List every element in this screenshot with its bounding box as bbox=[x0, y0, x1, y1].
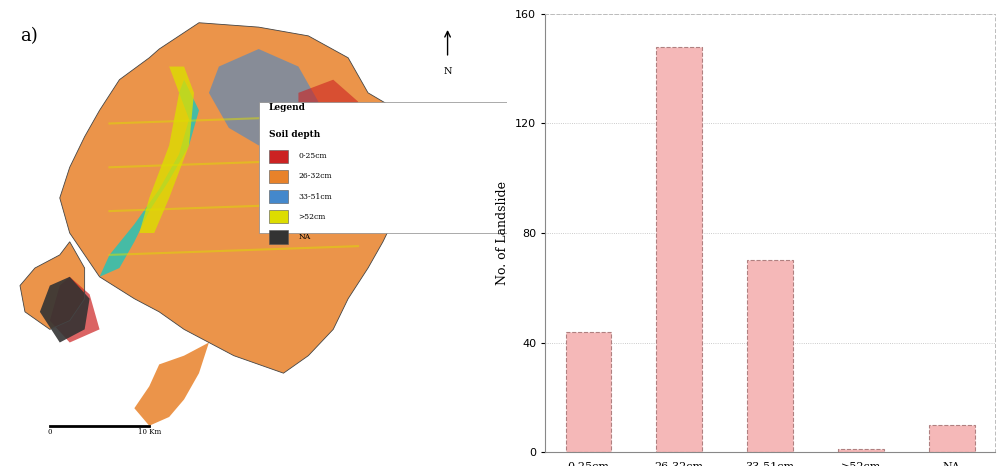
Bar bbox=[929, 425, 975, 452]
Polygon shape bbox=[99, 80, 199, 277]
Bar bbox=[566, 331, 611, 452]
Polygon shape bbox=[20, 242, 84, 329]
Text: a): a) bbox=[20, 27, 38, 45]
Polygon shape bbox=[278, 110, 358, 211]
Polygon shape bbox=[50, 277, 99, 343]
Bar bbox=[268, 210, 288, 223]
Polygon shape bbox=[140, 67, 194, 233]
Polygon shape bbox=[135, 343, 209, 426]
Polygon shape bbox=[40, 277, 89, 343]
Text: N: N bbox=[443, 67, 452, 75]
Bar bbox=[268, 150, 288, 163]
Text: NA: NA bbox=[298, 233, 311, 241]
Polygon shape bbox=[209, 49, 319, 145]
Bar bbox=[656, 47, 701, 452]
Text: 0: 0 bbox=[47, 429, 52, 437]
Bar bbox=[268, 190, 288, 203]
Polygon shape bbox=[298, 80, 358, 145]
Bar bbox=[748, 260, 793, 452]
Bar bbox=[258, 102, 508, 233]
Text: 0-25cm: 0-25cm bbox=[298, 152, 327, 160]
Text: 10 Km: 10 Km bbox=[138, 429, 161, 437]
Text: 26-32cm: 26-32cm bbox=[298, 172, 332, 180]
Text: >52cm: >52cm bbox=[298, 213, 326, 221]
Text: Legend: Legend bbox=[268, 103, 306, 112]
Bar bbox=[268, 230, 288, 244]
Bar bbox=[268, 170, 288, 183]
Y-axis label: No. of Landslide: No. of Landslide bbox=[496, 181, 510, 285]
Polygon shape bbox=[59, 23, 418, 373]
Text: Soil depth: Soil depth bbox=[268, 130, 320, 138]
Bar bbox=[838, 449, 883, 452]
Text: 33-51cm: 33-51cm bbox=[298, 192, 333, 201]
